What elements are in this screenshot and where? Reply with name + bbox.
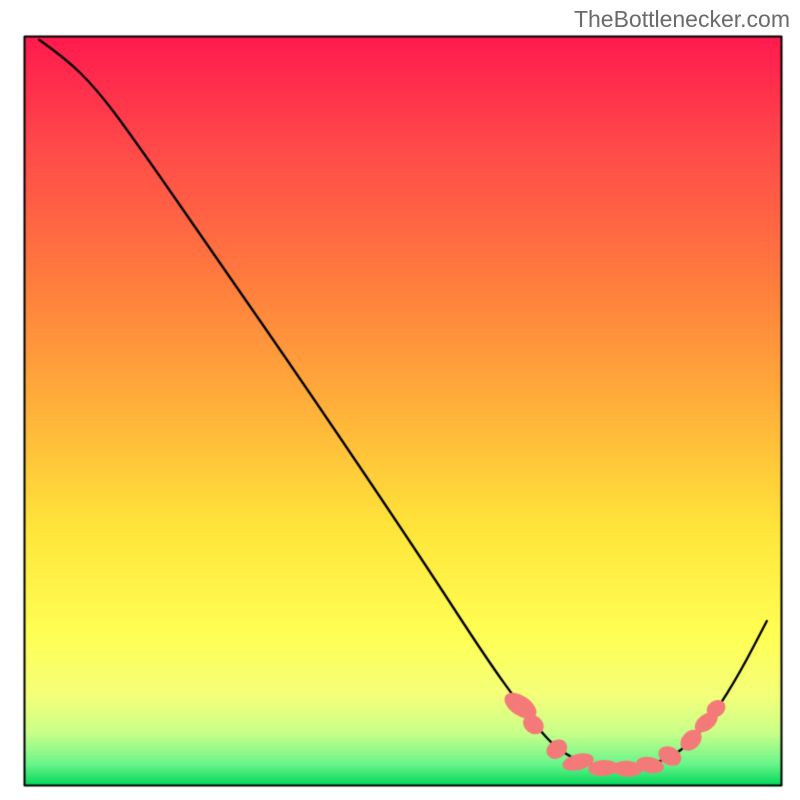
attribution-label: TheBottlenecker.com xyxy=(574,6,790,33)
gradient-canvas xyxy=(0,0,800,800)
chart-container: { "meta": { "attribution_text": "TheBott… xyxy=(0,0,800,800)
